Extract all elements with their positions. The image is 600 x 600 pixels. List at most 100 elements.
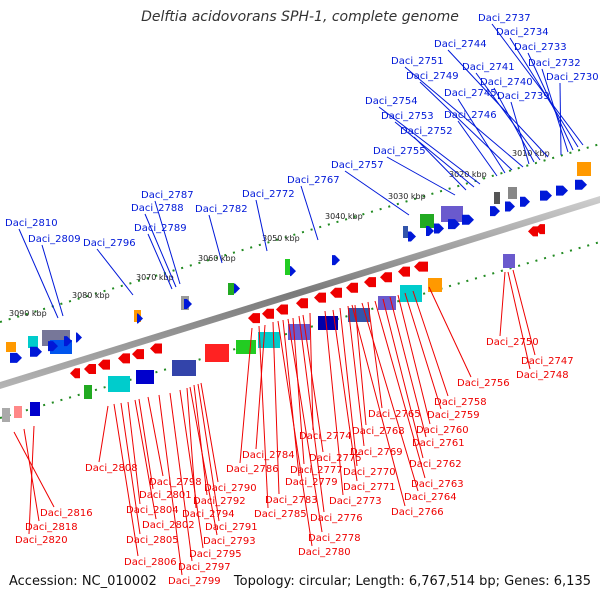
gene-label: Daci_2732 xyxy=(528,58,581,69)
gene-block xyxy=(378,296,396,310)
tick-label: 3040 kbp xyxy=(325,212,363,221)
gene-block xyxy=(108,376,130,392)
leader-line xyxy=(287,318,323,533)
leader-line xyxy=(394,121,475,188)
position-tick-labels: 3010 kbp 3020 kbp 3030 kbp 3040 kbp 3050… xyxy=(9,149,550,318)
forward-gene-arrow xyxy=(448,219,460,230)
leader-line xyxy=(404,292,442,410)
forward-gene-arrow xyxy=(290,266,296,277)
gene-label: Daci_2767 xyxy=(287,175,340,186)
forward-gene-arrow xyxy=(10,352,22,363)
leader-line xyxy=(147,396,164,477)
reverse-gene-arrow xyxy=(276,304,288,315)
leader-line xyxy=(404,66,524,168)
topology-label: Topology: circular; Length: 6,767,514 bp… xyxy=(233,574,591,589)
leader-line xyxy=(179,389,204,549)
leader-line xyxy=(255,199,268,252)
leader-line xyxy=(208,214,223,264)
gene-label: Daci_2768 xyxy=(352,426,405,437)
leader-line xyxy=(96,248,134,296)
leader-line xyxy=(18,228,59,319)
leader-line xyxy=(367,301,383,409)
gene-label: Daci_2806 xyxy=(124,557,177,568)
gene-block xyxy=(420,214,434,228)
leader-line xyxy=(428,286,472,378)
genome-backbone xyxy=(0,196,600,389)
reverse-gene-arrow xyxy=(248,313,260,324)
tick-label: 3030 kbp xyxy=(388,192,426,201)
gene-label: Daci_2779 xyxy=(285,477,338,488)
forward-gene-arrow xyxy=(505,201,515,212)
gene-label: Daci_2759 xyxy=(427,410,480,421)
forward-gene-arrow xyxy=(408,231,416,242)
leader-line xyxy=(512,269,536,356)
tick-label: 3060 kbp xyxy=(198,254,236,263)
gene-block xyxy=(400,285,422,302)
forward-gene-arrow xyxy=(434,223,444,234)
reverse-gene-arrow xyxy=(132,349,144,360)
forward-gene-labels: Daci_2737 Daci_2734 Daci_2733 Daci_2744 Daci… xyxy=(5,13,599,319)
leader-line xyxy=(378,106,481,185)
gene-label: Daci_2757 xyxy=(331,160,384,171)
reverse-gene-arrow xyxy=(98,359,110,370)
gene-block xyxy=(2,408,10,422)
reverse-gene-arrow xyxy=(346,282,358,293)
gene-block xyxy=(508,187,517,199)
gene-label: Daci_2783 xyxy=(265,495,318,506)
forward-gene-arrow xyxy=(332,255,340,266)
leader-line xyxy=(386,156,456,196)
gene-label: Daci_2754 xyxy=(365,96,418,107)
forward-gene-arrow xyxy=(64,336,72,347)
gene-label: Daci_2791 xyxy=(205,522,258,533)
gene-block xyxy=(577,162,591,176)
gene-label: Daci_2776 xyxy=(310,513,363,524)
leader-line xyxy=(510,101,530,165)
leader-line xyxy=(419,81,513,171)
forward-gene-arrow xyxy=(234,283,240,294)
gene-label: Daci_2795 xyxy=(189,549,242,560)
leader-line xyxy=(413,136,467,191)
leader-line xyxy=(120,402,141,535)
reverse-gene-arrow xyxy=(314,292,326,303)
leader-line xyxy=(189,386,218,536)
gene-label: Daci_2748 xyxy=(516,370,569,381)
leader-line xyxy=(475,72,541,161)
leader-line xyxy=(493,87,535,163)
gene-label: Daci_2808 xyxy=(85,463,138,474)
gene-label: Daci_2782 xyxy=(195,204,248,215)
forward-gene-arrow xyxy=(184,298,192,309)
leader-line xyxy=(138,398,154,490)
leader-line xyxy=(127,401,141,505)
gene-label: Daci_2737 xyxy=(478,13,531,24)
leader-line xyxy=(491,23,584,146)
leader-line xyxy=(154,200,181,285)
tick-label: 3010 kbp xyxy=(512,149,550,158)
gene-label: Daci_2820 xyxy=(15,535,68,546)
leader-line xyxy=(282,319,300,477)
gene-block xyxy=(30,402,40,416)
leader-line xyxy=(507,271,531,370)
gene-label: Daci_2797 xyxy=(178,562,231,573)
gene-label: Daci_2761 xyxy=(412,438,465,449)
gene-label: Daci_2756 xyxy=(457,378,510,389)
leader-line xyxy=(300,185,319,241)
reverse-gene-arrows xyxy=(70,224,545,379)
gene-block xyxy=(403,226,408,238)
figure-title: Delftia acidovorans SPH-1, complete geno… xyxy=(141,9,459,25)
leader-line xyxy=(292,317,305,465)
gene-label: Daci_2733 xyxy=(514,42,567,53)
gene-label: Daci_2747 xyxy=(521,356,574,367)
forward-gene-arrows xyxy=(10,179,587,363)
gene-label: Daci_2775 xyxy=(309,453,362,464)
leader-line xyxy=(239,327,253,464)
gene-label: Daci_2734 xyxy=(496,27,549,38)
reverse-gene-arrow xyxy=(528,226,538,237)
gene-label: Daci_2755 xyxy=(373,146,426,157)
gene-label: Daci_2802 xyxy=(142,520,195,531)
leader-line xyxy=(197,383,220,522)
leader-line xyxy=(339,307,358,467)
gene-label: Daci_2760 xyxy=(416,425,469,436)
leader-line xyxy=(499,271,506,337)
forward-gene-arrow xyxy=(30,346,42,357)
gene-label: Daci_2809 xyxy=(28,234,81,245)
